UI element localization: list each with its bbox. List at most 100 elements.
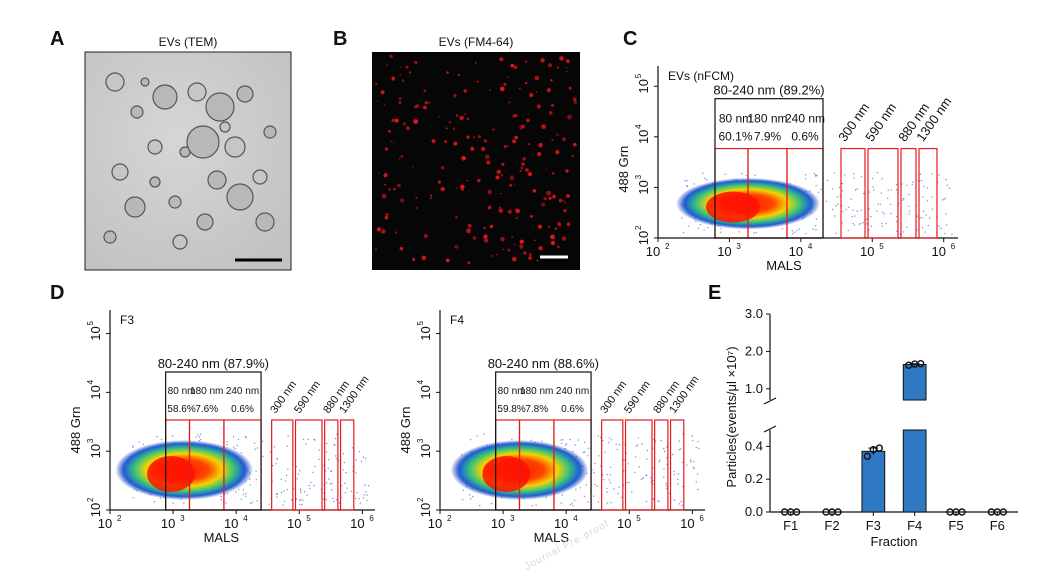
scatter-point: [868, 208, 870, 210]
scatter-point: [938, 174, 940, 176]
fm-dot: [567, 114, 572, 120]
fm-dot: [423, 89, 427, 93]
scatter-point: [876, 172, 879, 174]
scatter-point: [804, 174, 807, 176]
scatter-point: [836, 196, 839, 198]
scatter-point: [579, 487, 582, 489]
fm-dot: [513, 243, 516, 246]
scatter-point: [606, 502, 608, 504]
fm-dot: [412, 257, 416, 261]
x-tick-label: 10: [350, 516, 364, 531]
fm-dot: [386, 64, 388, 67]
scatter-point: [902, 231, 905, 233]
fm-dot: [528, 256, 532, 260]
scatter-point: [663, 476, 665, 478]
y-tick-label: 10: [418, 326, 433, 340]
fm-dot: [455, 114, 459, 117]
scatter-point: [309, 487, 311, 490]
fm-dot: [556, 133, 559, 136]
scatter-point: [363, 494, 366, 496]
fm-dot: [483, 234, 488, 239]
scatter-point: [198, 436, 201, 438]
scatter-point: [689, 459, 692, 461]
scatter-point: [926, 187, 929, 189]
x-tick-exp: 3: [510, 514, 515, 523]
scatter-point: [860, 209, 862, 212]
gate-percent-label: 60.1%: [718, 130, 752, 144]
scatter-point: [908, 205, 910, 207]
data-point: [792, 508, 801, 516]
fm-dot: [398, 97, 402, 100]
scatter-point: [916, 215, 918, 217]
scatter-point: [691, 435, 694, 437]
scatter-point: [318, 449, 320, 451]
scatter-point: [853, 177, 855, 179]
tem-vesicle-2: [152, 84, 178, 110]
scatter-point: [156, 435, 158, 438]
fm-dot: [385, 213, 389, 216]
fm-dot: [415, 196, 418, 199]
scatter-point: [889, 203, 892, 206]
gate-percent-label: 0.6%: [791, 130, 819, 144]
scatter-point: [815, 185, 817, 187]
scatter-point: [153, 501, 155, 503]
fm-dot: [440, 165, 445, 170]
scatter-point: [943, 198, 945, 201]
scatter-point: [877, 203, 879, 205]
scatter-point: [171, 435, 174, 437]
fm-dot: [380, 90, 385, 95]
fm-dot: [514, 208, 519, 212]
scatter-point: [852, 209, 854, 211]
scatter-point: [791, 230, 793, 232]
tem-vesicle-20: [255, 212, 275, 232]
x-tick-exp: 4: [808, 242, 813, 251]
scatter-point: [881, 178, 883, 180]
scatter-point: [302, 438, 305, 441]
size-gate-4: [294, 419, 323, 511]
fm-dot: [550, 79, 553, 82]
scatter-point: [654, 440, 657, 442]
scatter-point: [906, 226, 908, 228]
y-tick-label: 10: [636, 231, 651, 245]
size-gate-6: [669, 419, 685, 511]
scatter-point: [738, 231, 740, 233]
y-tick-label: 10: [88, 326, 103, 340]
scatter-point: [681, 504, 683, 507]
fm-dot: [401, 79, 405, 82]
fm-dot: [508, 101, 511, 104]
y-axis-label-group: 488 Grn: [68, 407, 83, 454]
scatter-point: [642, 477, 644, 479]
fm-dot: [519, 87, 521, 90]
fm-dot: [384, 183, 387, 186]
scatter-point: [922, 196, 924, 198]
scatter-point: [255, 479, 257, 481]
fm-dot: [514, 135, 518, 140]
scatter-point: [663, 468, 665, 470]
scatter-point: [695, 481, 697, 483]
scatter-point: [645, 500, 648, 503]
x-tick-label: 10: [161, 516, 175, 531]
scatter-point: [362, 456, 365, 458]
scatter-point: [815, 218, 818, 220]
tem-vesicle-0: [105, 72, 125, 92]
x-tick-label: 10: [680, 516, 694, 531]
plot-title: F3: [120, 313, 134, 327]
x-tick-exp: 6: [699, 514, 704, 523]
scatter-point: [703, 229, 705, 231]
scatter-point: [617, 492, 619, 495]
fm-dot: [527, 113, 529, 115]
scatter-point: [666, 457, 668, 459]
scatter-point: [931, 196, 933, 198]
scatter-point: [367, 485, 370, 487]
fm-dot: [455, 216, 458, 219]
fm-dot: [566, 222, 571, 226]
fm-dot: [399, 246, 404, 251]
scatter-point: [297, 473, 300, 475]
scatter-point: [720, 231, 722, 233]
tem-vesicle-21: [219, 121, 231, 133]
y-tick-label-group: 102: [634, 225, 651, 245]
fm-dot: [551, 138, 554, 141]
scatter-point: [628, 482, 630, 484]
fm-dot: [381, 229, 386, 234]
